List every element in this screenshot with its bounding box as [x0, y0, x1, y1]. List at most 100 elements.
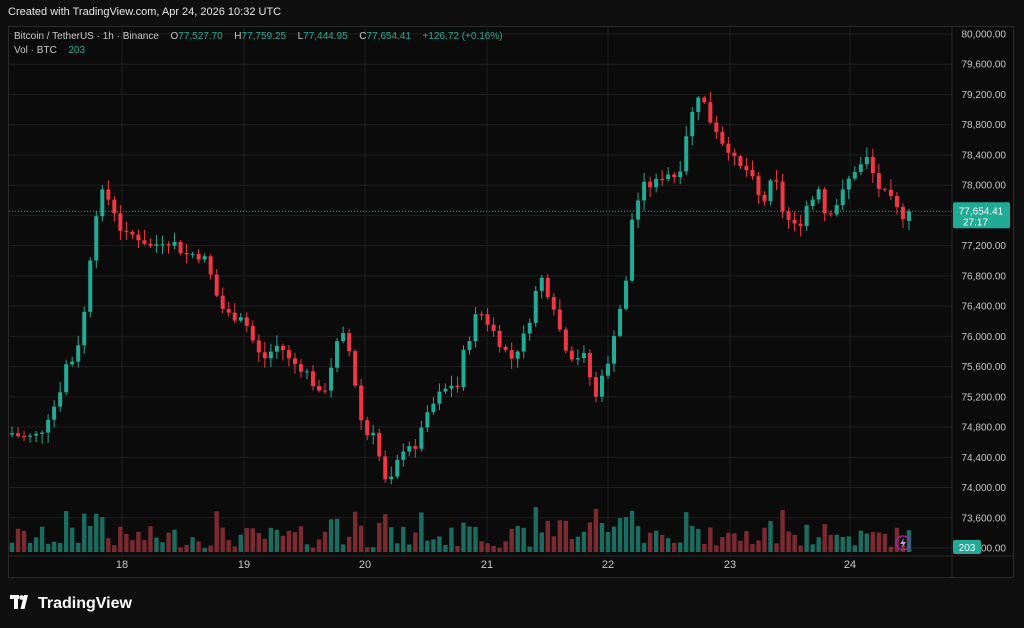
candle-body — [858, 164, 863, 172]
volume-bar — [431, 539, 436, 552]
volume-bar — [521, 527, 526, 552]
volume-bar — [768, 521, 773, 552]
candle-body — [804, 206, 809, 226]
volume-bar — [762, 527, 767, 552]
price-tick-label: 76,000.00 — [962, 332, 1007, 343]
volume-bar — [810, 544, 815, 552]
candle-body — [882, 188, 887, 190]
volume-bar — [449, 527, 454, 552]
volume-bar — [828, 535, 833, 552]
volume-bar — [51, 541, 57, 552]
volume-bar — [358, 525, 364, 552]
candle-body — [244, 317, 249, 326]
volume-bar — [780, 510, 785, 552]
current-price-badge — [953, 202, 1010, 229]
lightning-icon[interactable] — [895, 535, 911, 551]
volume-bar — [130, 540, 135, 552]
change-value: +126.72 (+0.16%) — [422, 31, 503, 42]
price-tick-label: 77,200.00 — [962, 241, 1007, 252]
candle-body — [672, 174, 677, 178]
candle-body — [317, 386, 322, 391]
candle-body — [515, 351, 520, 359]
candle-body — [335, 341, 340, 368]
volume-bar — [467, 526, 472, 552]
candle-body — [780, 181, 785, 212]
candle-body — [64, 364, 69, 393]
volume-bar — [154, 537, 159, 552]
volume-bar — [726, 532, 731, 552]
candle-body — [250, 325, 255, 341]
candle-body — [900, 206, 905, 220]
tradingview-brand[interactable]: TradingView — [10, 594, 132, 614]
candle-body — [341, 333, 346, 342]
volume-bar — [527, 546, 532, 552]
price-tick-label: 80,000.00 — [962, 30, 1007, 41]
volume-bar — [21, 530, 27, 552]
high-value: 77,759.25 — [241, 31, 287, 42]
candle-body — [16, 433, 21, 436]
time-tick-label: 24 — [844, 559, 856, 571]
volume-bar — [882, 533, 888, 552]
candle-body — [563, 329, 568, 351]
candle-body — [371, 432, 376, 436]
candle-body — [148, 243, 153, 246]
candle-body — [298, 364, 303, 372]
volume-bar — [714, 545, 719, 552]
volume-bar — [581, 531, 587, 552]
candle-body — [22, 435, 27, 437]
volume-bar — [569, 538, 575, 552]
candle-body — [323, 390, 328, 392]
volume-bar — [605, 531, 611, 552]
candle-body — [124, 230, 129, 232]
price-tick-label: 79,200.00 — [962, 90, 1007, 101]
candle-body — [479, 314, 484, 316]
volume-bar — [708, 527, 713, 552]
time-tick-label: 21 — [481, 559, 493, 571]
candle-body — [94, 216, 99, 261]
candle-body — [208, 256, 213, 275]
volume-bar — [551, 536, 556, 552]
candle-body — [280, 345, 285, 351]
open-value: 77,527.70 — [178, 31, 223, 42]
volume-bar — [900, 545, 906, 552]
volume-bar — [659, 535, 665, 552]
volume-bar — [750, 544, 755, 552]
volume-bar — [184, 544, 189, 552]
volume-bar — [377, 522, 382, 552]
volume-bar — [328, 519, 334, 552]
volume-bar — [870, 532, 876, 552]
candle-body — [906, 211, 911, 221]
candle-body — [593, 377, 598, 397]
volume-bar — [316, 539, 322, 552]
candle-body — [118, 213, 123, 231]
volume-bar — [407, 544, 412, 552]
candle-body — [413, 446, 418, 449]
candle-body — [304, 371, 309, 373]
symbol-label: Bitcoin / TetherUS · 1h · Binance — [14, 31, 159, 42]
volume-bar — [888, 546, 894, 552]
volume-bar — [124, 533, 129, 552]
volume-bar — [563, 520, 569, 552]
volume-bar — [876, 532, 882, 552]
candle-body — [449, 385, 454, 389]
time-tick-label: 20 — [359, 559, 371, 571]
candle-body — [274, 345, 279, 352]
candle-body — [485, 314, 490, 325]
volume-bar — [310, 547, 316, 552]
candle-body — [822, 189, 827, 214]
candle-body — [521, 333, 526, 352]
candle-body — [894, 196, 899, 207]
candle-body — [678, 171, 683, 178]
candle-body — [52, 406, 57, 420]
price-tick-label: 73,200.00 — [962, 544, 1007, 555]
chart-panel[interactable] — [8, 26, 1014, 578]
candle-body — [816, 189, 821, 200]
candle-body — [443, 388, 448, 392]
volume-bar — [690, 525, 695, 552]
candle-body — [178, 242, 183, 253]
volume-bar — [413, 532, 418, 552]
volume-bar — [226, 540, 231, 552]
volume-bar — [756, 540, 761, 552]
volume-bar — [401, 526, 406, 552]
